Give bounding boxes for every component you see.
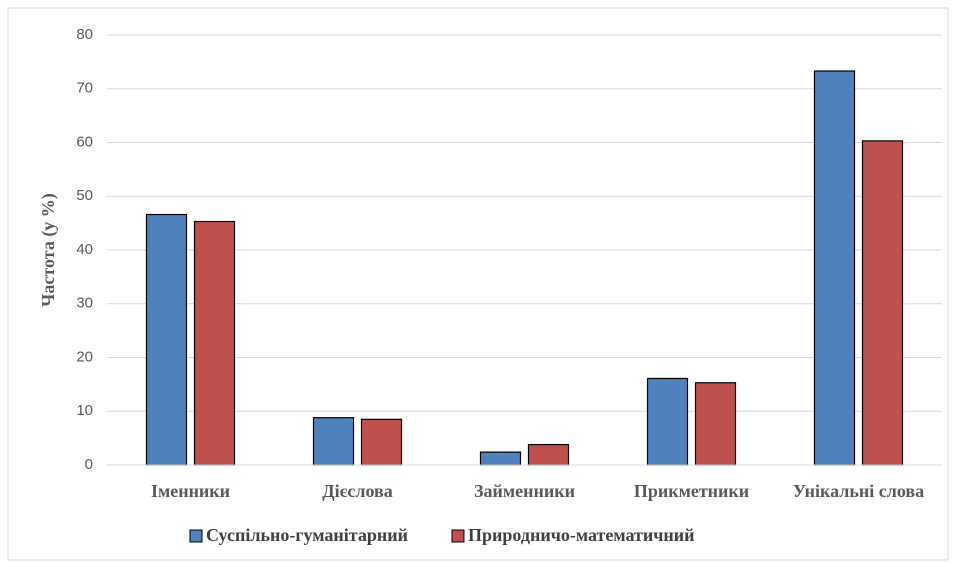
y-tick-label: 30: [76, 295, 93, 312]
x-tick-label: Дієслова: [322, 481, 393, 501]
bar: [861, 140, 904, 466]
y-tick-label: 50: [76, 187, 93, 204]
legend-label: Суспільно-гуманітарний: [206, 525, 408, 545]
bar: [813, 70, 856, 466]
bar: [479, 451, 522, 466]
bar: [694, 382, 737, 466]
x-tick-label: Прикметники: [634, 481, 749, 501]
y-tick-label: 0: [85, 456, 93, 473]
bar: [360, 418, 403, 466]
x-tick-label: Іменники: [151, 481, 230, 501]
bar: [145, 213, 188, 466]
x-tick-label: Займенники: [474, 481, 575, 501]
bar: [646, 377, 689, 466]
y-tick-label: 20: [76, 348, 93, 365]
legend-swatch: [189, 529, 203, 543]
y-axis-label: Частота (у %): [38, 193, 59, 307]
y-tick-label: 60: [76, 133, 93, 150]
y-tick-label: 80: [76, 26, 93, 43]
legend-label: Природничо-математичний: [468, 525, 695, 545]
bar: [527, 443, 570, 466]
legend-swatch: [451, 529, 465, 543]
y-tick-label: 40: [76, 241, 93, 258]
bar: [312, 417, 355, 466]
y-tick-label: 70: [76, 80, 93, 97]
y-tick-label: 10: [76, 402, 93, 419]
bar: [193, 220, 236, 466]
x-tick-label: Унікальні слова: [793, 481, 924, 501]
